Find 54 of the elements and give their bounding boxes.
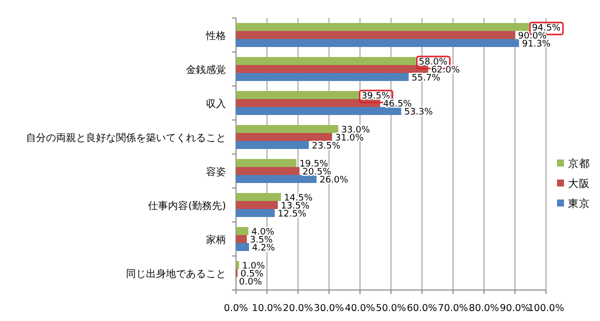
bar	[236, 39, 520, 47]
legend-label: 京都	[568, 157, 590, 170]
bar	[236, 133, 332, 141]
x-tick-label: 80.0%	[468, 303, 500, 314]
bar	[236, 65, 428, 73]
data-label: 23.5%	[312, 142, 341, 152]
bar	[236, 73, 409, 81]
bar	[236, 167, 300, 175]
data-label: 12.5%	[278, 210, 307, 220]
x-tick-label: 90.0%	[500, 303, 530, 314]
x-tick-label: 0.0%	[224, 303, 248, 314]
bar	[236, 107, 402, 115]
data-label: 26.0%	[320, 176, 349, 186]
bar	[236, 31, 515, 39]
bar	[236, 175, 317, 183]
y-tick-label: 自分の両親と良好な関係を築いてくれること	[26, 132, 226, 144]
bar	[236, 159, 296, 167]
bar	[236, 91, 358, 99]
y-tick-label: 金銭感覚	[186, 64, 226, 76]
data-label: 55.7%	[412, 74, 441, 84]
data-label: 53.3%	[404, 108, 434, 118]
y-tick-label: 性格	[205, 30, 226, 42]
legend-label: 大阪	[568, 177, 590, 190]
y-tick-label: 家柄	[206, 234, 226, 246]
bar	[236, 209, 275, 217]
x-tick-label: 30.0%	[314, 303, 344, 314]
x-tick-label: 20.0%	[282, 303, 314, 314]
bar	[236, 99, 380, 107]
bar	[236, 125, 338, 133]
data-label: 91.3%	[522, 40, 552, 50]
data-label: 4.2%	[252, 244, 276, 254]
data-label: 39.5%	[361, 92, 390, 102]
bar	[236, 141, 309, 149]
bar	[236, 235, 247, 243]
x-tick-label: 40.0%	[344, 303, 376, 314]
bar	[236, 227, 248, 235]
x-tick-label: 70.0%	[438, 303, 468, 314]
x-tick-label: 50.0%	[376, 303, 406, 314]
data-label: 31.0%	[335, 134, 364, 144]
y-tick-label: 同じ出身地であること	[126, 268, 226, 280]
legend-label: 東京	[568, 197, 590, 210]
y-tick-label: 容姿	[206, 166, 226, 178]
y-tick-label: 収入	[206, 98, 226, 110]
bar	[236, 261, 240, 269]
x-tick-label: 10.0%	[252, 303, 282, 314]
bar	[236, 201, 278, 209]
data-label: 0.0%	[239, 278, 262, 288]
x-tick-label: 60.0%	[406, 303, 438, 314]
bar	[236, 23, 529, 31]
bar	[236, 193, 281, 201]
bar	[236, 243, 250, 251]
x-tick-label: 100.0%	[528, 303, 564, 314]
y-tick-label: 仕事内容(勤務先)	[148, 200, 226, 212]
bar	[236, 57, 416, 65]
